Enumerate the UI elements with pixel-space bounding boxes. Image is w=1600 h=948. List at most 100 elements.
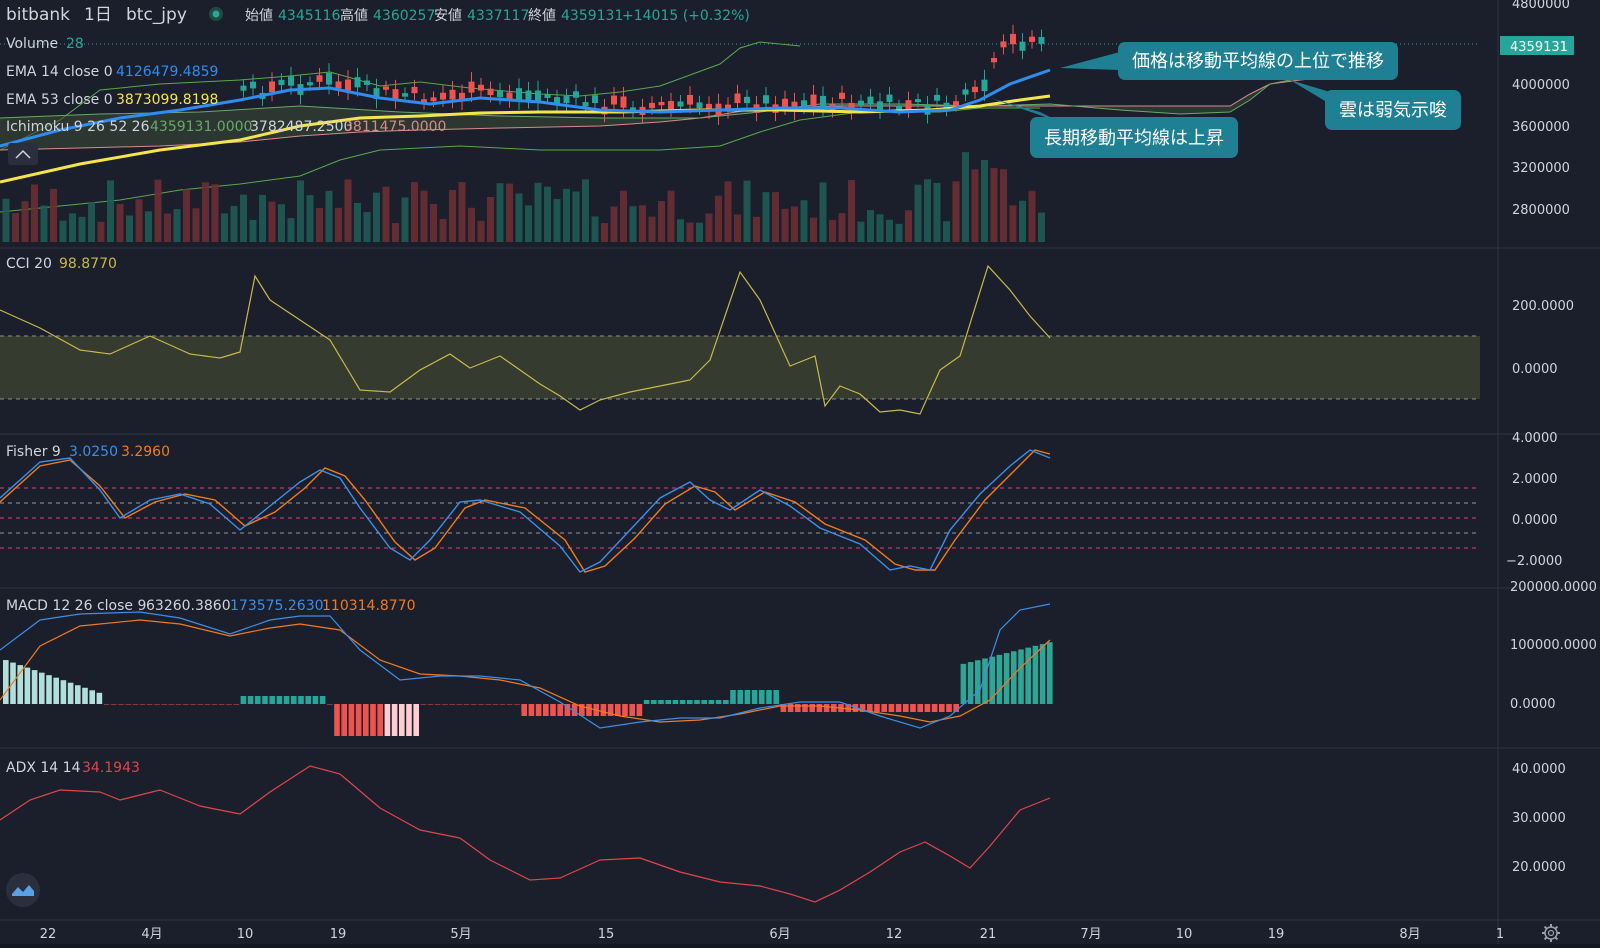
macd-histogram-bar bbox=[507, 704, 513, 705]
macd-histogram-bar bbox=[881, 704, 887, 712]
macd-axis-tick: 200000.0000 bbox=[1510, 580, 1597, 595]
gear-icon[interactable] bbox=[1542, 924, 1560, 942]
macd-histogram-bar bbox=[564, 704, 571, 716]
volume-bar bbox=[69, 213, 76, 242]
open-label: 始値 bbox=[245, 8, 273, 24]
volume-bar bbox=[620, 190, 627, 242]
candle-body bbox=[934, 94, 940, 101]
macd-histogram-bar bbox=[269, 696, 275, 704]
macd-histogram-bar bbox=[82, 687, 88, 704]
price-axis[interactable]: 4800000 4000000 3600000 3200000 2800000 … bbox=[1500, 0, 1574, 218]
ema14-legend-label[interactable]: EMA 14 close 0 bbox=[6, 64, 113, 80]
macd-histogram-bar bbox=[204, 704, 211, 705]
cci-axis-tick: 200.0000 bbox=[1512, 299, 1574, 314]
volume-bar bbox=[202, 182, 209, 242]
macd-histogram-bar bbox=[528, 704, 535, 716]
volume-bar bbox=[382, 186, 390, 242]
macd-histogram-bar bbox=[989, 656, 995, 704]
time-axis-label: 7月 bbox=[1080, 927, 1101, 942]
macd-histogram-bar bbox=[816, 704, 823, 712]
fisher-axis[interactable]: 4.0000 2.0000 0.0000 −2.0000 bbox=[1506, 431, 1562, 569]
fisher-legend-label[interactable]: Fisher 9 bbox=[6, 444, 61, 460]
macd-histogram-bar bbox=[874, 704, 880, 712]
macd-histogram-bar bbox=[672, 700, 679, 704]
macd-histogram-bar bbox=[327, 704, 333, 705]
ichimoku-legend-label[interactable]: Ichimoku 9 26 52 26 bbox=[6, 119, 150, 135]
macd-histogram-bar bbox=[197, 704, 203, 705]
volume-bar bbox=[544, 186, 551, 242]
macd-line bbox=[0, 603, 1051, 729]
volume-bar bbox=[895, 223, 903, 242]
volume-bar bbox=[601, 223, 608, 242]
candle-body bbox=[1010, 33, 1016, 45]
volume-bar bbox=[696, 222, 703, 242]
adx-axis[interactable]: 40.0000 30.0000 20.0000 bbox=[1512, 762, 1566, 875]
price-pane[interactable] bbox=[0, 24, 1478, 242]
volume-bar bbox=[1019, 200, 1026, 242]
macd-histogram-bar bbox=[917, 704, 923, 712]
close-label: 終値 bbox=[528, 8, 556, 24]
cci-axis[interactable]: 200.0000 0.0000 bbox=[1512, 299, 1574, 377]
macd-histogram-bar bbox=[17, 665, 23, 704]
candle-body bbox=[335, 81, 342, 89]
adx-legend-label[interactable]: ADX 14 14 bbox=[6, 760, 81, 776]
ema53-legend-label[interactable]: EMA 53 close 0 bbox=[6, 92, 113, 108]
volume-bar bbox=[981, 160, 988, 242]
annotation-long-ma-rising[interactable]: 長期移動平均線は上昇 bbox=[990, 98, 1238, 158]
candle-body bbox=[373, 88, 380, 99]
macd-axis-tick: 0.0000 bbox=[1510, 697, 1556, 712]
volume-bar bbox=[164, 213, 171, 242]
candle-body bbox=[449, 89, 456, 100]
macd-histogram-bar bbox=[643, 700, 650, 704]
adx-pane[interactable] bbox=[0, 765, 1051, 903]
annotation-text: 長期移動平均線は上昇 bbox=[1044, 128, 1224, 149]
macd-histogram-bar bbox=[910, 704, 916, 712]
candle-body bbox=[763, 95, 769, 104]
collapse-legend-button[interactable] bbox=[8, 143, 38, 165]
cci-legend-label[interactable]: CCI 20 bbox=[6, 256, 52, 272]
volume-bar bbox=[943, 221, 950, 242]
macd-histogram-bar bbox=[823, 704, 830, 712]
volume-bar bbox=[411, 182, 418, 242]
symbol-name[interactable]: btc_jpy bbox=[126, 5, 187, 25]
macd-axis[interactable]: 200000.0000 100000.0000 0.0000 bbox=[1510, 580, 1597, 712]
cci-pane[interactable] bbox=[0, 264, 1480, 415]
annotation-cloud-bearish[interactable]: 雲は弱気示唆 bbox=[1290, 80, 1461, 130]
price-axis-tick: 3600000 bbox=[1512, 120, 1570, 135]
volume-legend-label[interactable]: Volume bbox=[6, 36, 58, 52]
macd-histogram-bar bbox=[31, 670, 38, 704]
time-axis[interactable]: 22 4月 10 19 5月 15 6月 12 21 7月 10 19 8月 1 bbox=[40, 927, 1504, 942]
macd-histogram-bar bbox=[687, 700, 693, 704]
candle-body bbox=[573, 91, 579, 98]
macd-histogram-bar bbox=[975, 660, 981, 704]
macd-histogram-bar bbox=[744, 690, 751, 704]
tradingview-logo-icon[interactable] bbox=[6, 873, 40, 907]
volume-bar bbox=[838, 213, 846, 242]
volume-bar bbox=[734, 214, 741, 242]
macd-histogram-bar bbox=[730, 690, 736, 704]
symbol-header[interactable]: bitbank 1日 btc_jpy 始値 4345116 高値 4360257… bbox=[6, 5, 750, 25]
volume-bar bbox=[705, 213, 713, 242]
macd-histogram-bar bbox=[579, 704, 585, 716]
candle-body bbox=[459, 92, 465, 102]
candle-body bbox=[497, 90, 503, 98]
candle-body bbox=[620, 96, 627, 108]
macd-legend-label[interactable]: MACD 12 26 close 9 bbox=[6, 598, 146, 614]
volume-bar bbox=[145, 211, 152, 242]
indicator-legend[interactable]: Volume 28 EMA 14 close 0 4126479.4859 EM… bbox=[6, 36, 446, 776]
interval-label[interactable]: 1日 bbox=[84, 5, 112, 25]
time-axis-label: 22 bbox=[40, 927, 57, 942]
macd-histogram-bar bbox=[888, 704, 895, 712]
macd-histogram-bar bbox=[154, 704, 160, 705]
macd-histogram-bar bbox=[586, 704, 592, 716]
candle-body bbox=[706, 103, 712, 112]
annotation-price-above-ma[interactable]: 価格は移動平均線の上位で推移 bbox=[1060, 42, 1398, 80]
candle-body bbox=[563, 96, 570, 104]
volume-bar bbox=[810, 217, 817, 242]
fisher-pane[interactable] bbox=[0, 449, 1480, 573]
macd-histogram-bar bbox=[463, 704, 470, 705]
low-label: 安値 bbox=[434, 8, 462, 24]
macd-pane[interactable] bbox=[0, 603, 1053, 736]
volume-bar bbox=[344, 179, 352, 242]
